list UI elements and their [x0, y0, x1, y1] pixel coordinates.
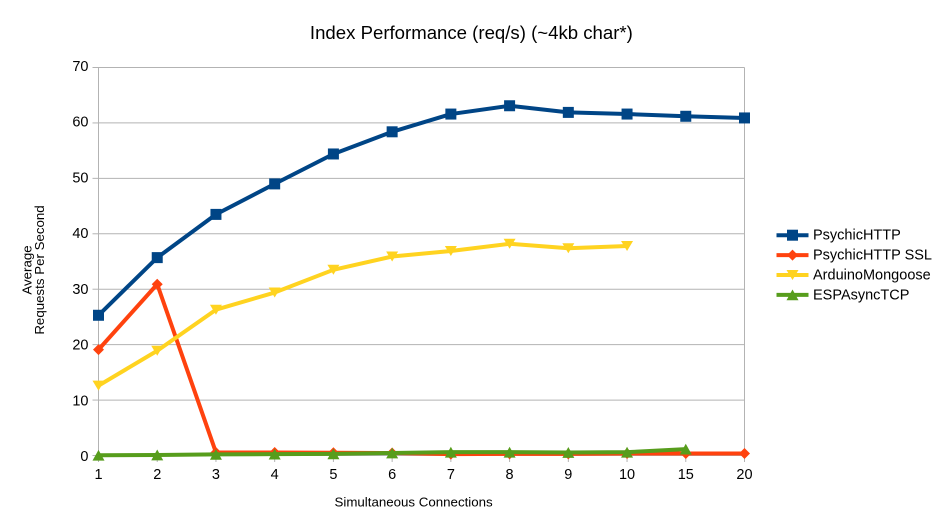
svg-text:40: 40 [72, 226, 88, 242]
svg-text:8: 8 [506, 467, 514, 483]
svg-text:6: 6 [388, 467, 396, 483]
svg-text:7: 7 [447, 467, 455, 483]
svg-text:PsychicHTTP: PsychicHTTP [813, 228, 901, 244]
svg-text:2: 2 [153, 467, 161, 483]
svg-text:4: 4 [271, 467, 279, 483]
svg-text:5: 5 [329, 467, 337, 483]
svg-text:15: 15 [678, 467, 694, 483]
svg-text:10: 10 [619, 467, 635, 483]
svg-text:20: 20 [72, 338, 88, 354]
svg-text:20: 20 [736, 467, 752, 483]
svg-text:70: 70 [72, 59, 88, 75]
svg-text:30: 30 [72, 282, 88, 298]
svg-text:PsychicHTTP SSL: PsychicHTTP SSL [813, 248, 932, 264]
svg-text:ArduinoMongoose: ArduinoMongoose [813, 267, 931, 283]
svg-text:3: 3 [212, 467, 220, 483]
svg-text:Simultaneous Connections: Simultaneous Connections [335, 495, 494, 510]
svg-text:Index Performance (req/s) (~4k: Index Performance (req/s) (~4kb char*) [310, 22, 633, 43]
svg-text:60: 60 [72, 115, 88, 131]
svg-text:Requests Per Second: Requests Per Second [32, 205, 47, 334]
svg-text:50: 50 [72, 170, 88, 186]
svg-text:9: 9 [564, 467, 572, 483]
svg-text:0: 0 [80, 449, 88, 465]
svg-text:ESPAsyncTCP: ESPAsyncTCP [813, 287, 909, 303]
svg-text:10: 10 [72, 393, 88, 409]
svg-text:Average: Average [19, 245, 34, 294]
svg-text:1: 1 [94, 467, 102, 483]
